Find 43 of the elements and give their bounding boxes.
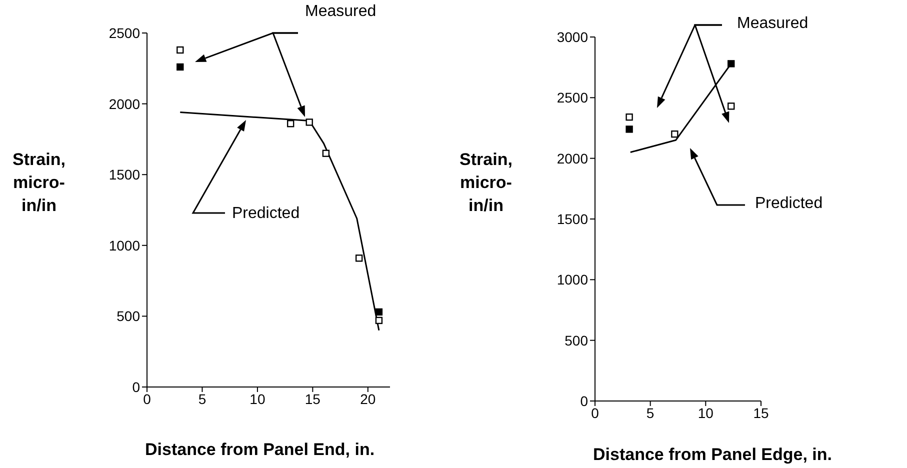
text: Measured bbox=[305, 3, 376, 21]
point bbox=[306, 118, 313, 126]
x-tick-label: 0 bbox=[143, 390, 152, 407]
y-tick-label: 0 bbox=[132, 378, 140, 395]
y-tick-label: 3000 bbox=[556, 28, 588, 45]
y-tick-label: 1000 bbox=[556, 272, 588, 288]
y-tick-label: 2000 bbox=[556, 150, 588, 166]
y-tick-label: 2000 bbox=[108, 96, 140, 112]
y-tick-label: 1500 bbox=[108, 166, 140, 183]
x-axis-title: Distance from Panel End, in. bbox=[145, 440, 375, 460]
annotation: Predicted bbox=[755, 195, 823, 213]
point bbox=[355, 254, 363, 262]
x-axis-title: Distance from Panel Edge, in. bbox=[593, 445, 832, 465]
point bbox=[626, 113, 633, 121]
y-tick-label: 1500 bbox=[556, 210, 588, 227]
y-axis-title: Strain, micro-in/in bbox=[12, 149, 66, 217]
x-tick-label: 20 bbox=[360, 390, 376, 407]
y-tick-label: 500 bbox=[116, 308, 140, 324]
y-tick-label: 500 bbox=[564, 332, 588, 348]
x-tick-label: 5 bbox=[646, 404, 654, 421]
point bbox=[322, 150, 330, 157]
x-tick-label: 0 bbox=[591, 404, 600, 421]
point bbox=[728, 60, 735, 68]
text: Measured bbox=[737, 15, 808, 33]
point bbox=[286, 120, 294, 128]
annotation: Predicted bbox=[232, 205, 300, 223]
x-tick-label: 15 bbox=[753, 404, 769, 421]
y-axis-title: Strain, micro-in/in bbox=[458, 149, 514, 217]
x-tick-label: 15 bbox=[304, 390, 321, 407]
x-tick-label: 10 bbox=[698, 404, 714, 421]
point bbox=[176, 63, 184, 71]
point bbox=[626, 126, 633, 133]
point bbox=[176, 46, 184, 54]
point bbox=[728, 102, 735, 110]
point bbox=[375, 316, 383, 324]
point bbox=[375, 308, 383, 316]
x-tick-label: 5 bbox=[198, 390, 206, 407]
point bbox=[671, 130, 678, 138]
y-tick-label: 2500 bbox=[108, 24, 140, 41]
y-tick-label: 1000 bbox=[108, 237, 140, 254]
x-tick-label: 10 bbox=[250, 390, 266, 407]
line-series bbox=[179, 112, 380, 332]
y-tick-label: 2500 bbox=[556, 90, 588, 106]
